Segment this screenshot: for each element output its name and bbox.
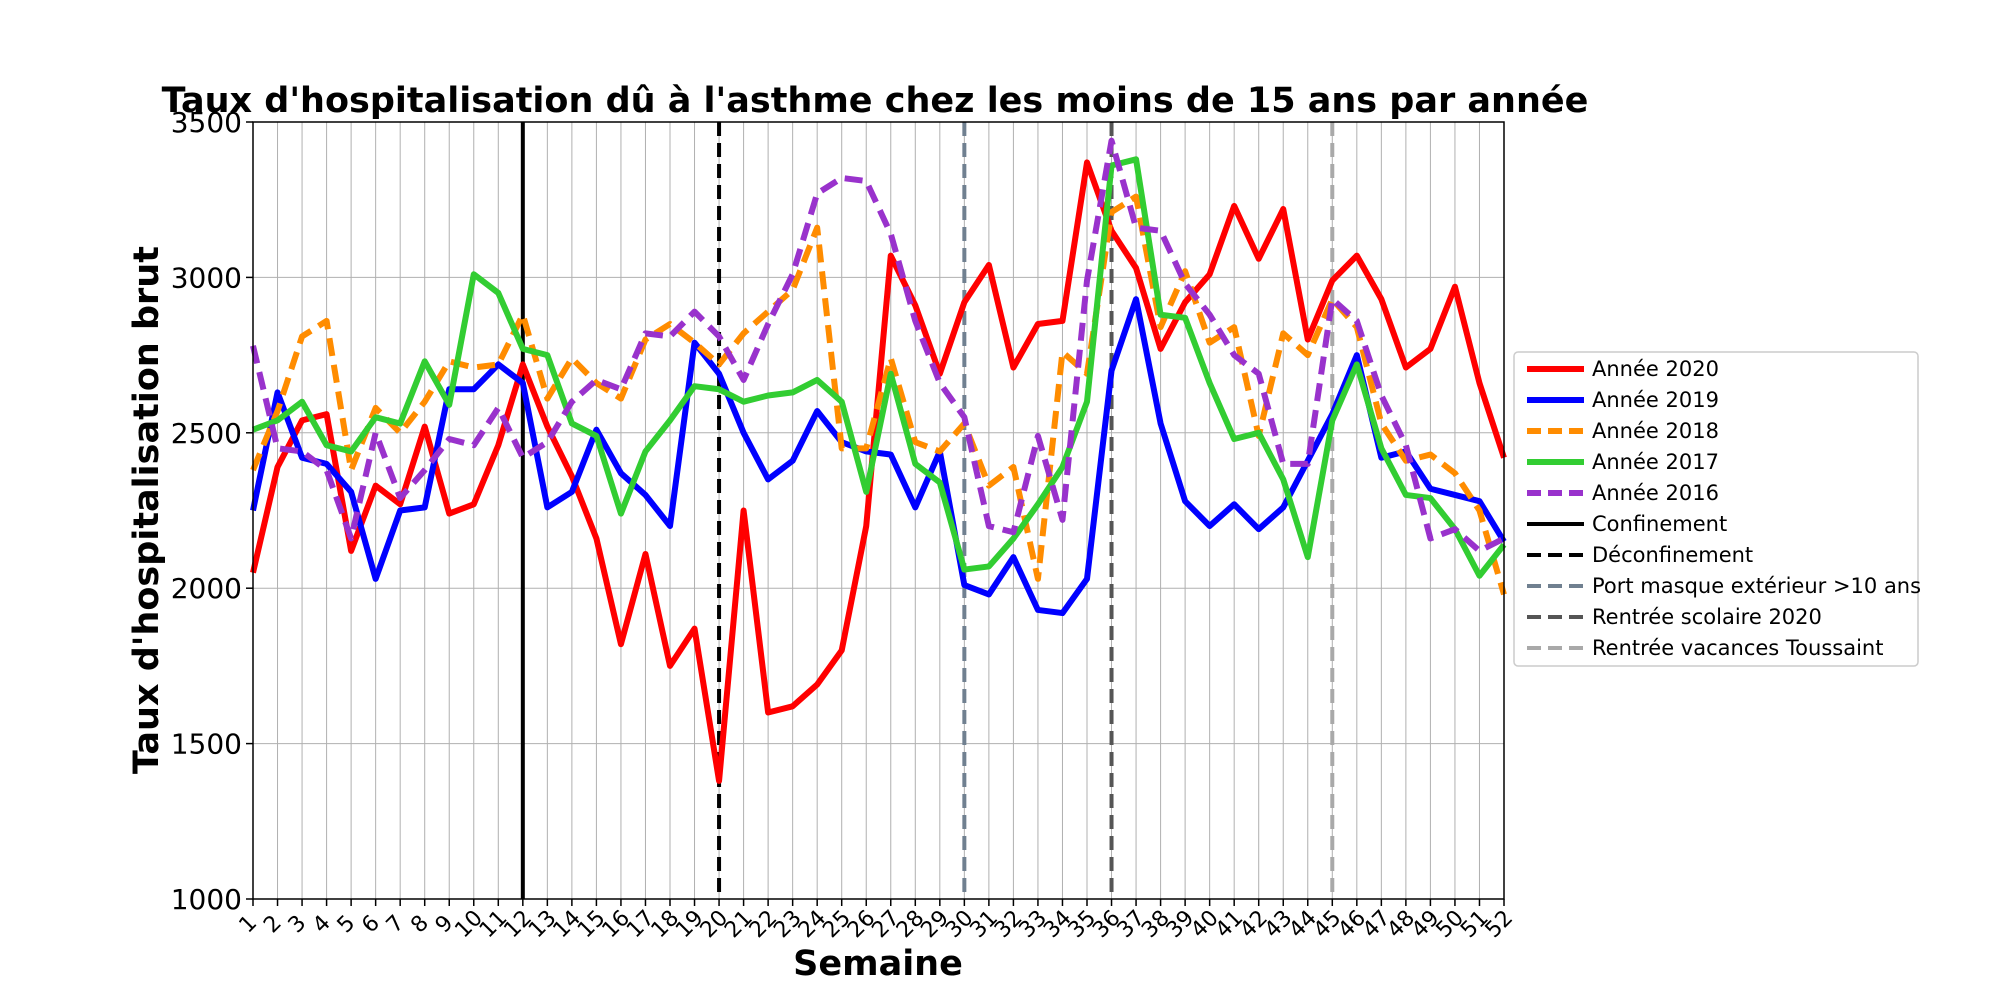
y-axis-label: Taux d'hospitalisation brut: [127, 246, 167, 774]
legend-label: Rentrée scolaire 2020: [1592, 605, 1822, 629]
legend-label: Année 2016: [1592, 481, 1719, 505]
legend-label: Rentrée vacances Toussaint: [1592, 636, 1883, 660]
legend-label: Déconfinement: [1592, 543, 1753, 567]
x-tick-label: 5: [333, 911, 361, 939]
chart-title: Taux d'hospitalisation dû à l'asthme che…: [162, 81, 1589, 121]
y-tick-label: 1000: [171, 883, 242, 916]
series-line: [251, 156, 1507, 579]
x-tick-label: 7: [382, 911, 410, 939]
x-tick-label: 4: [308, 911, 336, 939]
legend-label: Confinement: [1592, 512, 1727, 536]
legend-label: Année 2019: [1592, 388, 1719, 412]
y-tick-label: 2500: [171, 417, 242, 450]
x-tick-label: 8: [406, 911, 434, 939]
y-tick-label: 1500: [171, 728, 242, 761]
series-line: [250, 193, 1507, 596]
legend-label: Port masque extérieur >10 ans: [1592, 574, 1921, 598]
legend-label: Année 2018: [1592, 419, 1719, 443]
x-tick-label: 2: [259, 911, 287, 939]
y-tick-labels: 1000 1500 2000 2500 3000 3500: [171, 106, 253, 916]
series-line: [250, 296, 1507, 617]
x-tick-label: 3: [284, 911, 312, 939]
legend: Année 2020 Année 2019 Année 2018 Année 2017…: [1513, 351, 1921, 667]
series-lines: [250, 137, 1507, 784]
legend-label: Année 2020: [1592, 357, 1719, 381]
legend-items: Année 2020 Année 2019 Année 2018 Année 2017…: [1527, 357, 1921, 660]
y-tick-label: 3000: [171, 261, 242, 294]
x-tick-label: 52: [1481, 906, 1518, 943]
legend-label: Année 2017: [1592, 450, 1719, 474]
y-tick-label: 3500: [171, 106, 242, 139]
x-axis-label: Semaine: [793, 944, 963, 984]
vertical-markers: [520, 122, 1335, 899]
x-tick-label: 6: [357, 911, 385, 939]
series-line: [250, 137, 1506, 554]
y-tick-label: 2000: [171, 572, 242, 605]
legend-box: [1513, 351, 1919, 667]
series-line: [250, 159, 1507, 784]
x-tick-labels: 1234567891011121314151617181920212223242…: [235, 899, 1518, 943]
plot-frame: [252, 121, 1505, 900]
